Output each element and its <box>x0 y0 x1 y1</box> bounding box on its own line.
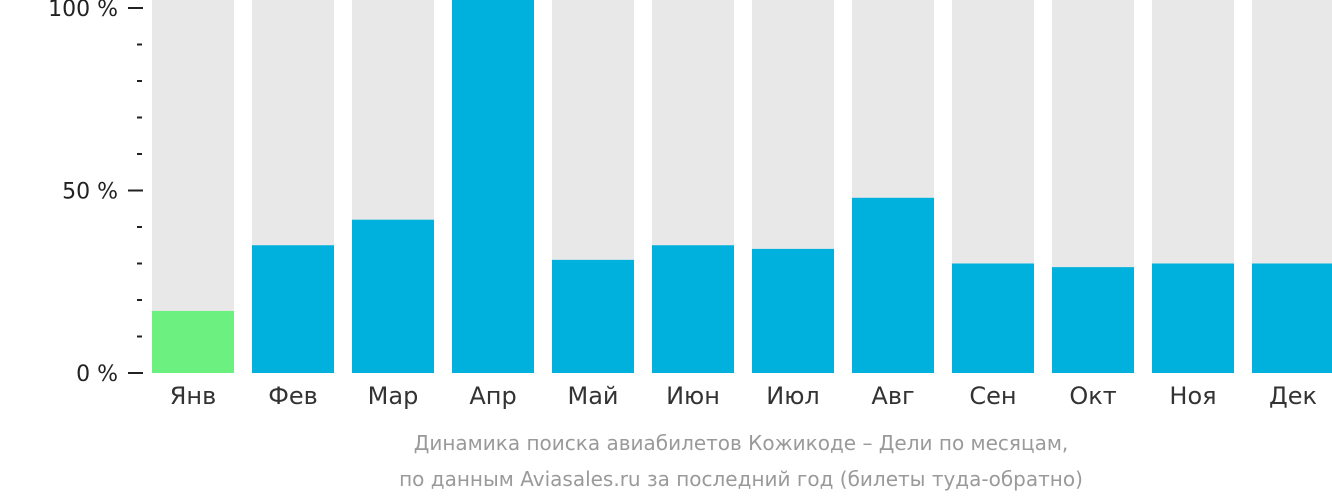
bar-track-0 <box>152 0 234 373</box>
x-tick-label: Окт <box>1069 382 1116 410</box>
data-bars <box>152 0 1332 373</box>
bar-0[interactable] <box>152 310 234 373</box>
y-tick-label: 0 % <box>76 362 118 387</box>
bar-chart: 0 % 50 % 100 % Янв Фев Мар Апр Май Июн Июл Авг Сен… <box>48 0 1332 410</box>
y-tick-label: 100 % <box>48 0 118 22</box>
bar-1[interactable] <box>252 245 334 373</box>
bar-9[interactable] <box>1052 267 1134 373</box>
bar-6[interactable] <box>752 248 834 373</box>
x-tick-label: Май <box>567 382 618 410</box>
bar-8[interactable] <box>952 263 1034 374</box>
bar-7[interactable] <box>852 197 934 373</box>
x-tick-label: Дек <box>1269 382 1317 410</box>
x-tick-label: Фев <box>268 382 318 410</box>
bar-5[interactable] <box>652 245 734 373</box>
x-axis-labels: Янв Фев Мар Апр Май Июн Июл Авг Сен Окт Ноя Дек <box>170 382 1317 410</box>
bar-4[interactable] <box>552 259 634 373</box>
x-tick-label: Авг <box>871 382 914 410</box>
x-tick-label: Июл <box>766 382 820 410</box>
bar-3[interactable] <box>452 0 534 373</box>
y-tick-label: 50 % <box>62 180 118 205</box>
x-tick-label: Апр <box>469 382 516 410</box>
bar-11[interactable] <box>1252 263 1332 374</box>
x-tick-label: Июн <box>666 382 720 410</box>
x-tick-label: Мар <box>368 382 419 410</box>
y-axis: 0 % 50 % 100 % <box>48 0 143 387</box>
chart-caption-line-1: Динамика поиска авиабилетов Кожикоде – Д… <box>413 431 1069 455</box>
x-tick-label: Янв <box>170 382 217 410</box>
x-tick-label: Ноя <box>1169 382 1216 410</box>
bar-10[interactable] <box>1152 263 1234 374</box>
chart-caption-line-2: по данным Aviasales.ru за последний год … <box>399 467 1083 491</box>
x-tick-label: Сен <box>969 382 1016 410</box>
bar-2[interactable] <box>352 219 434 373</box>
